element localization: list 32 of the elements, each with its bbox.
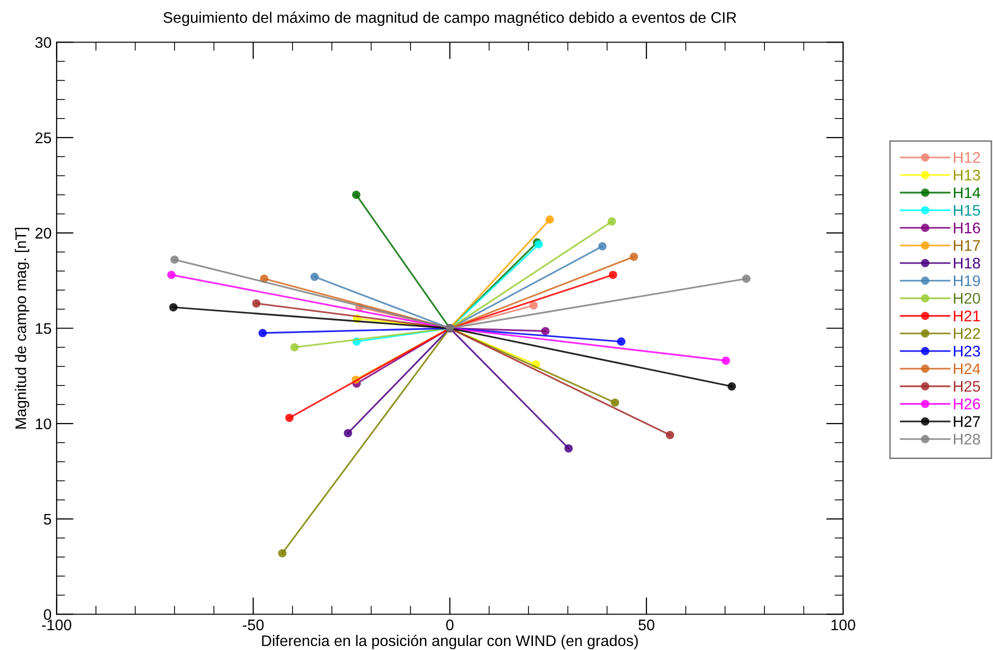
y-tick-label: 10 (36, 418, 52, 430)
legend-label: H21 (954, 310, 980, 322)
legend-label: H15 (954, 205, 980, 216)
y-tick-label: 15 (36, 323, 52, 334)
legend-label: H23 (954, 346, 980, 357)
x-axis-title: Diferencia en la posición angular con WIND (en grados) (262, 634, 638, 650)
legend-label: H20 (954, 292, 980, 304)
legend-label: H18 (954, 258, 980, 269)
y-axis-title: Magnitud de campo mag. [nT] (14, 228, 30, 428)
y-tick-label: 0 (44, 609, 52, 620)
legend-label: H17 (954, 240, 980, 251)
legend-label: H14 (954, 187, 980, 198)
legend-label: H27 (954, 416, 980, 427)
y-tick-label: 20 (36, 228, 52, 239)
y-tick-label: 30 (35, 37, 52, 48)
legend-label: H13 (954, 170, 980, 181)
legend-label: H24 (954, 363, 980, 374)
legend-label: H25 (954, 380, 980, 392)
chart-title: Seguimiento del máximo de magnitud de campo magnético debido a eventos de CIR (163, 12, 736, 26)
legend-label: H26 (954, 398, 980, 410)
x-tick-label: 100 (831, 620, 856, 630)
legend-label: H16 (954, 222, 980, 234)
legend-label: H22 (954, 328, 980, 339)
legend-label: H12 (954, 152, 980, 163)
x-tick-label: -100 (42, 620, 72, 630)
x-tick-label: -50 (242, 620, 264, 630)
legend-label: H28 (954, 434, 980, 445)
x-tick-label: 50 (638, 620, 654, 630)
x-tick-label: 0 (446, 620, 454, 630)
legend-label: H19 (954, 275, 980, 286)
y-tick-label: 5 (44, 514, 52, 525)
y-tick-label: 25 (36, 132, 52, 144)
